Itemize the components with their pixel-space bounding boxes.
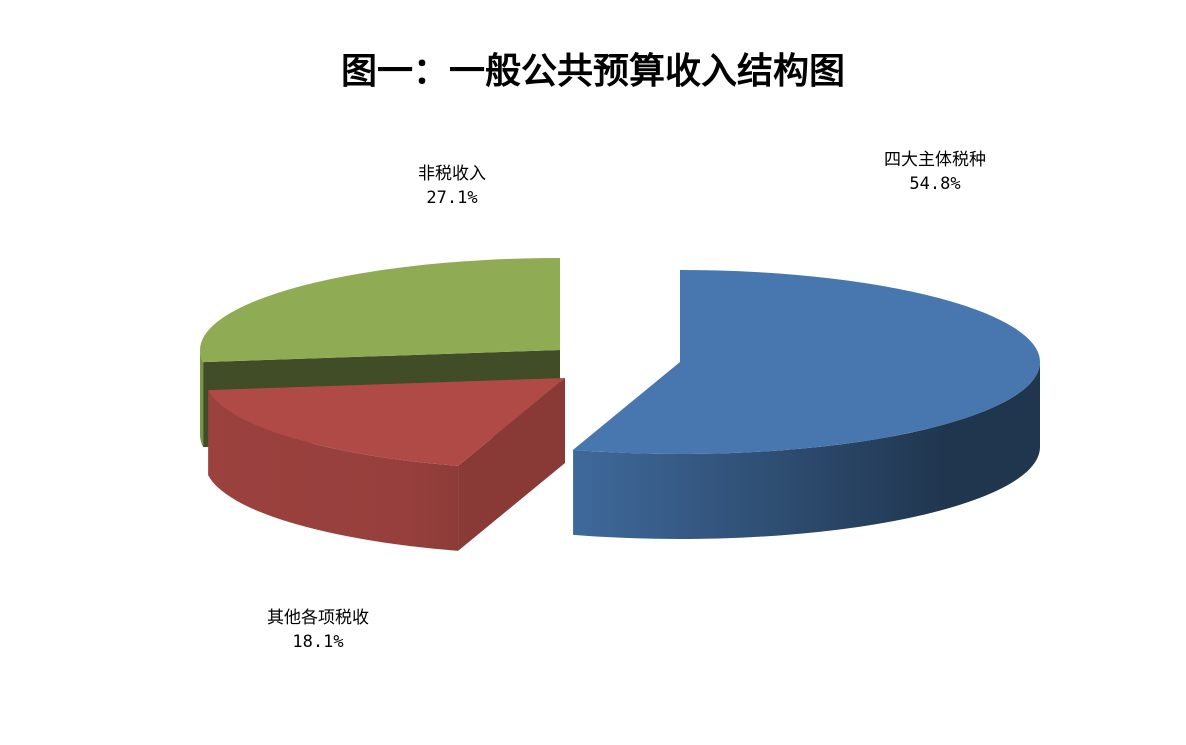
data-label-slice-2: 非税收入 27.1% bbox=[352, 162, 552, 210]
slice-name: 四大主体税种 bbox=[884, 150, 986, 170]
slice-side-wall bbox=[200, 350, 204, 448]
data-label-slice-0: 四大主体税种 54.8% bbox=[835, 148, 1035, 196]
slice-name: 其他各项税收 bbox=[267, 608, 369, 628]
slice-top-face bbox=[208, 378, 565, 466]
slice-percent: 18.1% bbox=[292, 632, 344, 652]
pie-slice-1 bbox=[208, 378, 565, 551]
slice-side-wall bbox=[208, 390, 459, 551]
slice-name: 非税收入 bbox=[418, 164, 486, 184]
chart-title: 图一：一般公共预算收入结构图 bbox=[340, 51, 845, 92]
data-label-slice-1: 其他各项税收 18.1% bbox=[218, 606, 418, 654]
slice-percent: 54.8% bbox=[909, 174, 961, 194]
slice-percent: 27.1% bbox=[426, 188, 478, 208]
slice-side-wall bbox=[573, 362, 1040, 540]
slice-top-face bbox=[573, 270, 1041, 454]
pie-slice-0 bbox=[573, 270, 1041, 540]
slice-cut-face bbox=[458, 378, 565, 551]
slice-top-face bbox=[200, 258, 561, 363]
